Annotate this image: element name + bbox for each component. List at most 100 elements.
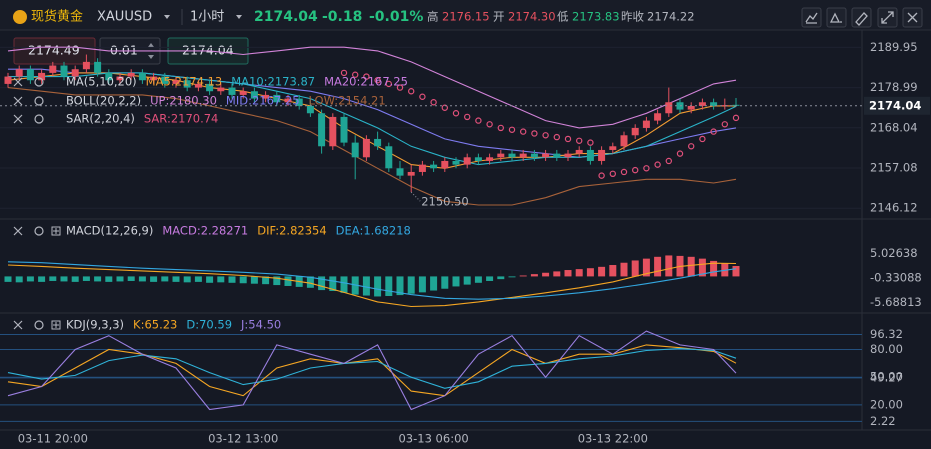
macd-bar	[598, 266, 606, 277]
candle-body	[665, 102, 673, 114]
sar-dot	[408, 88, 415, 95]
macd-bar	[698, 258, 706, 277]
legend-entry: MA5:2174.13	[146, 75, 223, 89]
candle-body	[26, 69, 34, 81]
tool-button[interactable]	[851, 7, 872, 28]
sar-dot	[542, 132, 549, 139]
legend-entry: MACD:2.28271	[162, 224, 248, 238]
close-icon	[13, 320, 23, 330]
macd-bar	[4, 276, 12, 282]
candle-body	[138, 72, 146, 81]
candle-body	[609, 146, 617, 150]
sar-dot	[520, 128, 527, 135]
dropdown-arrow[interactable]	[236, 15, 242, 19]
settings-icon	[34, 114, 44, 124]
high-value: 2176.15	[442, 10, 490, 24]
macd-bar	[385, 276, 393, 297]
legend-entry: D:70.59	[186, 318, 232, 332]
legend-entry: UP:2180.30	[150, 94, 217, 108]
candle-body	[463, 157, 471, 165]
icon	[829, 12, 842, 23]
buy-price[interactable]: 2174.04	[182, 43, 234, 58]
x-tick-label: 03-11 20:00	[18, 432, 88, 446]
macd-bar	[127, 276, 135, 281]
last-price-tag	[864, 96, 930, 115]
candle-body	[530, 153, 538, 158]
sar-dot	[699, 135, 706, 143]
candle-body	[60, 65, 68, 77]
macd-bar	[542, 272, 550, 277]
sar-dot	[632, 166, 639, 174]
sar-dot	[340, 69, 348, 77]
low-label: 低	[557, 10, 569, 24]
price-change-pct: -0.01%	[369, 9, 423, 25]
prev-close-label: 昨收	[621, 10, 644, 24]
candle-body	[15, 69, 23, 77]
candle-body	[329, 116, 337, 147]
macd-bar	[351, 276, 359, 295]
indicator-line	[7, 330, 737, 411]
candle-body	[497, 153, 505, 158]
indicator-line	[7, 87, 737, 206]
sar-dot	[710, 128, 717, 135]
candle-body	[362, 138, 370, 158]
candle-body	[194, 83, 202, 88]
macd-bar	[609, 265, 617, 277]
candle-body	[508, 153, 516, 158]
candle-body	[396, 168, 404, 176]
candle-body	[161, 76, 169, 84]
macd-bar	[452, 276, 460, 287]
sar-dot	[352, 71, 359, 78]
candle-body	[306, 105, 314, 114]
candle-body	[71, 69, 79, 77]
candle-body	[340, 116, 348, 143]
sar-dot	[598, 172, 605, 179]
sar-dot	[363, 73, 370, 80]
interval[interactable]: 1小时	[190, 10, 224, 25]
quantity[interactable]: 0.01	[110, 43, 138, 58]
candle-body	[284, 98, 292, 103]
sell-box[interactable]	[13, 37, 96, 65]
sar-dot	[508, 126, 516, 133]
macd-bar	[374, 276, 382, 297]
legend-entry: J:54.50	[240, 318, 281, 332]
icon	[881, 11, 894, 24]
macd-bar	[396, 276, 404, 296]
legend-entry: DEA:1.68218	[336, 224, 411, 238]
legend-entry: BOLL(20,2,2)	[66, 94, 141, 108]
dropdown-arrow[interactable]	[164, 15, 170, 19]
candle-body	[654, 113, 662, 121]
sar-dot	[531, 130, 538, 137]
candle-body	[105, 72, 113, 81]
sar-dot	[643, 165, 650, 172]
macd-bar	[71, 276, 79, 282]
candle-body	[217, 87, 225, 92]
candle-body	[542, 153, 550, 158]
candle-body	[127, 72, 135, 77]
close-icon	[13, 96, 23, 106]
instrument-name[interactable]: 现货黄金	[31, 9, 83, 25]
low-label: 2150.50	[421, 195, 469, 209]
macd-bar	[642, 258, 650, 277]
macd-bar	[654, 256, 662, 277]
candle-body	[698, 102, 706, 106]
macd-bar	[217, 276, 225, 283]
macd-bar	[441, 276, 449, 289]
y-tick-label: 2178.99	[870, 80, 918, 94]
sell-price[interactable]: 2174.49	[28, 43, 80, 58]
settings-icon	[34, 226, 44, 236]
sar-dot	[396, 84, 404, 91]
macd-bar	[463, 276, 471, 285]
candle-body	[441, 160, 449, 169]
last-price-label: 2174.04	[869, 98, 921, 112]
macd-bar	[474, 276, 482, 283]
symbol[interactable]: XAUUSD	[97, 10, 152, 25]
candle-body	[553, 153, 561, 158]
legend-entry: K:65.23	[133, 318, 177, 332]
candle-body	[374, 138, 382, 147]
macd-bar	[94, 276, 102, 282]
x-tick-label: 03-13 06:00	[398, 432, 468, 446]
candle-body	[407, 171, 415, 176]
